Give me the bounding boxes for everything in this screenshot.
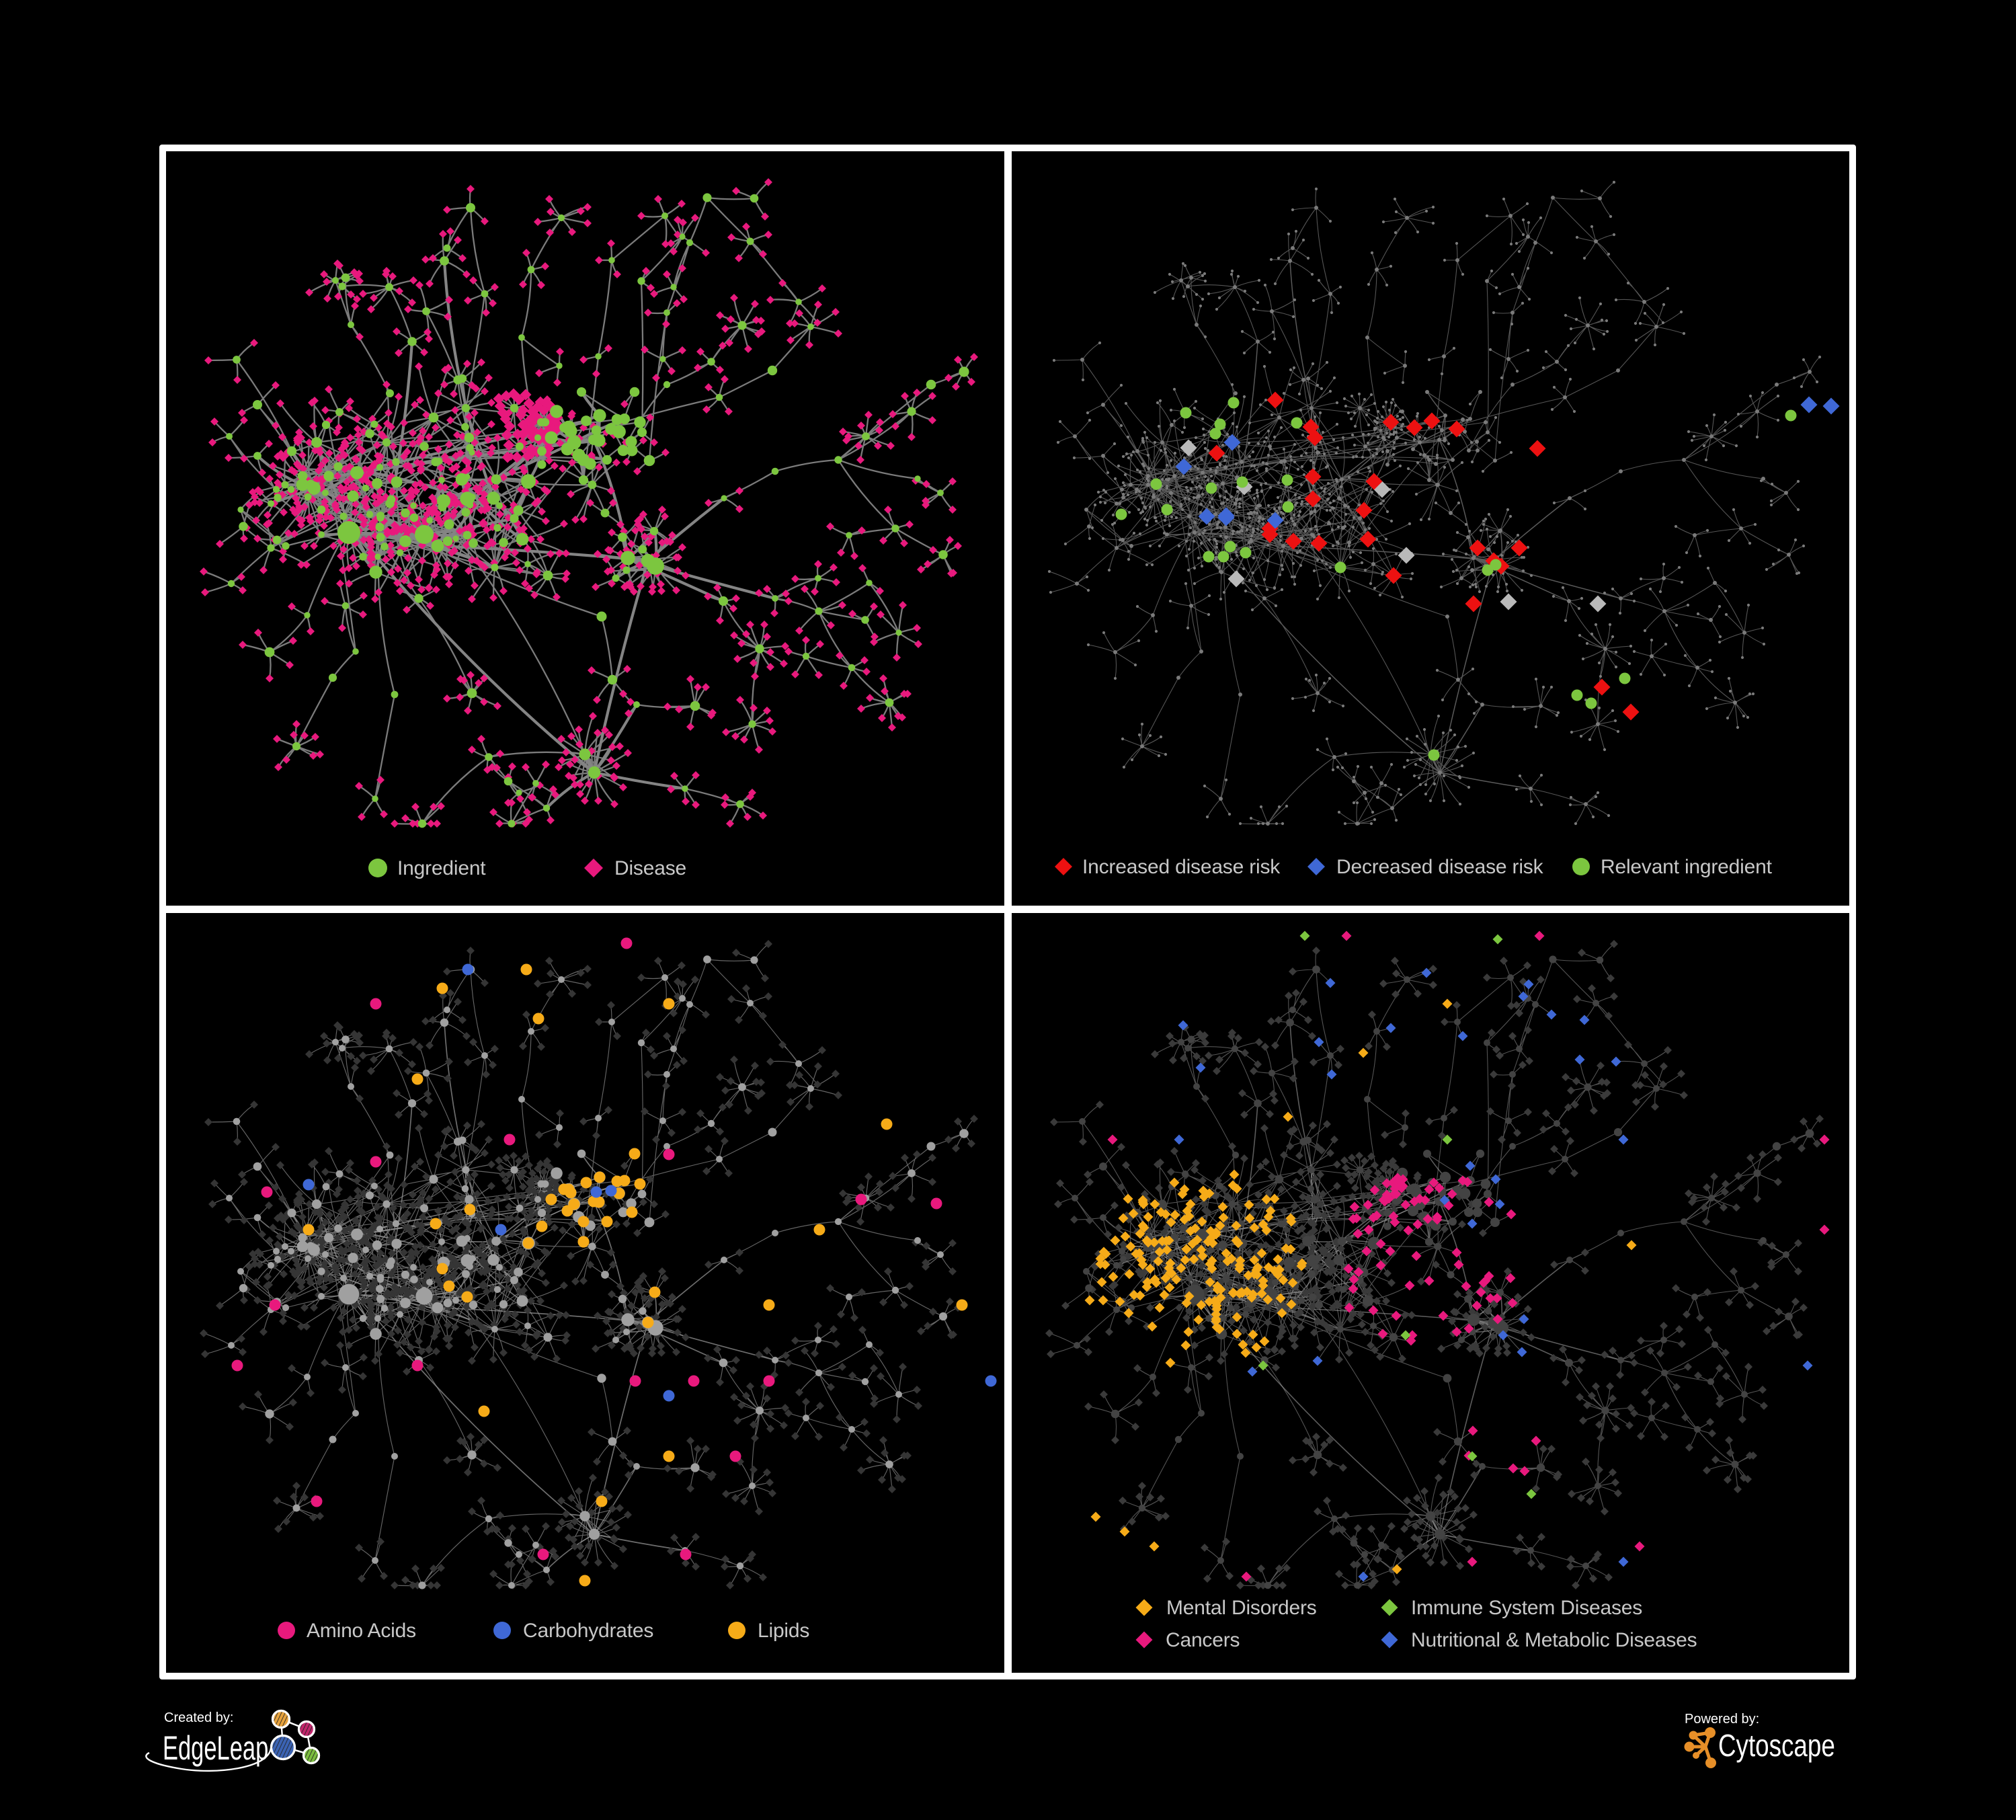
- svg-text:Decreased disease risk: Decreased disease risk: [1336, 856, 1544, 878]
- svg-text:Carbohydrates: Carbohydrates: [523, 1620, 653, 1642]
- svg-text:Relevant ingredient: Relevant ingredient: [1601, 856, 1773, 878]
- svg-text:Ingredient: Ingredient: [397, 857, 486, 879]
- svg-text:Disease: Disease: [614, 857, 686, 879]
- svg-text:Nutritional & Metabolic Diseas: Nutritional & Metabolic Diseases: [1411, 1629, 1697, 1651]
- svg-text:Mental Disorders: Mental Disorders: [1166, 1597, 1317, 1619]
- svg-text:Cytoscape: Cytoscape: [1718, 1728, 1835, 1763]
- svg-text:Lipids: Lipids: [758, 1620, 809, 1642]
- svg-text:EdgeLeap: EdgeLeap: [163, 1730, 268, 1768]
- svg-text:Amino Acids: Amino Acids: [307, 1620, 416, 1642]
- svg-text:Cancers: Cancers: [1166, 1629, 1240, 1651]
- svg-text:Increased disease risk: Increased disease risk: [1082, 856, 1281, 878]
- svg-text:Immune System Diseases: Immune System Diseases: [1411, 1597, 1642, 1619]
